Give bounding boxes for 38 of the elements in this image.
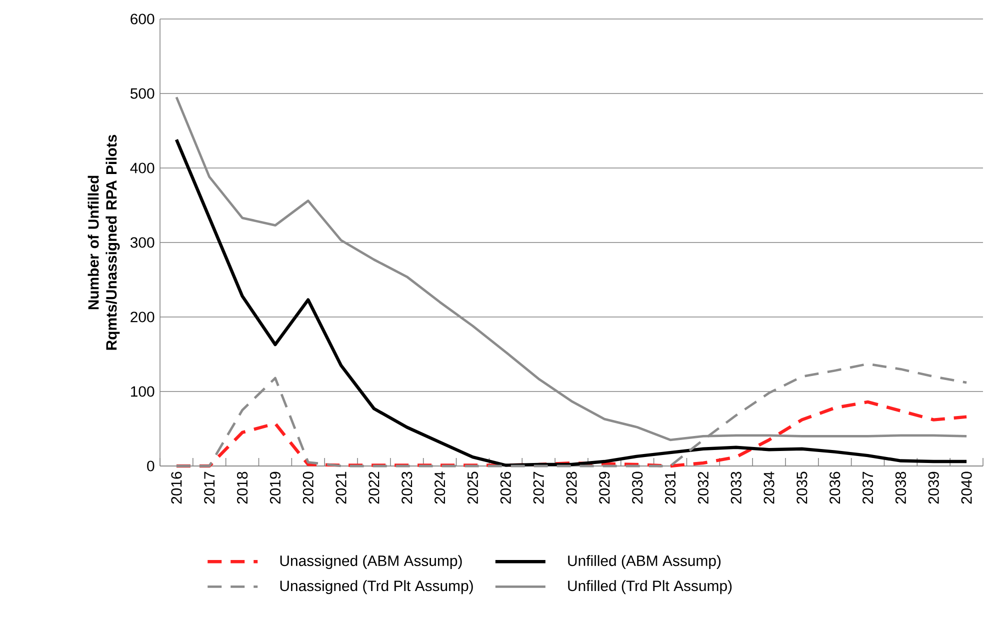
y-tick-label: 300 bbox=[130, 237, 154, 248]
x-tick-label: 2018 bbox=[237, 472, 248, 504]
x-tick-label: 2028 bbox=[566, 472, 577, 504]
y-tick-label: 600 bbox=[130, 14, 154, 24]
x-tick-label: 2020 bbox=[302, 472, 314, 504]
line-series bbox=[174, 138, 968, 467]
x-tick-label: 2030 bbox=[632, 472, 643, 504]
legend-label: Unassigned (Trd Plt Assump) bbox=[280, 580, 473, 594]
x-tick-label: 2032 bbox=[698, 472, 708, 504]
x-tick-label: 2034 bbox=[764, 472, 774, 504]
legend-label: Unfilled (ABM Assump) bbox=[568, 555, 721, 570]
x-tick-label: 2040 bbox=[961, 472, 972, 504]
x-tick-label: 2035 bbox=[796, 472, 808, 504]
x-tick-label: 2023 bbox=[402, 472, 412, 504]
x-tick-label: 2021 bbox=[336, 472, 346, 504]
x-tick-label: 2036 bbox=[830, 472, 840, 504]
y-tick-label: 100 bbox=[131, 386, 154, 397]
y-tick-label: 400 bbox=[130, 162, 154, 174]
x-tick-label: 2016 bbox=[171, 472, 182, 504]
x-tick-label: 2019 bbox=[270, 472, 281, 504]
x-tick-label: 2022 bbox=[368, 472, 380, 504]
y-tick-label: 200 bbox=[130, 312, 154, 322]
x-tick-label: 2038 bbox=[895, 472, 906, 504]
y-tick-label: 0 bbox=[147, 460, 154, 472]
x-tick-label: 2039 bbox=[928, 472, 939, 504]
x-tick-label: 2027 bbox=[533, 472, 544, 504]
y-tick-label: 500 bbox=[130, 88, 154, 99]
x-tick-label: 2024 bbox=[434, 472, 446, 504]
legend-label: Unfilled (Trd Plt Assump) bbox=[568, 580, 732, 594]
x-tick-label: 2026 bbox=[500, 472, 511, 504]
x-tick-label: 2017 bbox=[204, 472, 215, 504]
x-tick-label: 2033 bbox=[730, 472, 742, 504]
legend-label: Unassigned (ABM Assump) bbox=[280, 555, 462, 570]
x-tick-label: 2025 bbox=[467, 472, 478, 504]
x-tick-label: 2037 bbox=[862, 472, 874, 504]
x-tick-label: 2029 bbox=[599, 472, 610, 504]
y-axis-title: Number of Unfilled Rqmts/Unassigned RPA Pilots bbox=[88, 134, 120, 350]
x-tick-label: 2031 bbox=[664, 472, 676, 504]
